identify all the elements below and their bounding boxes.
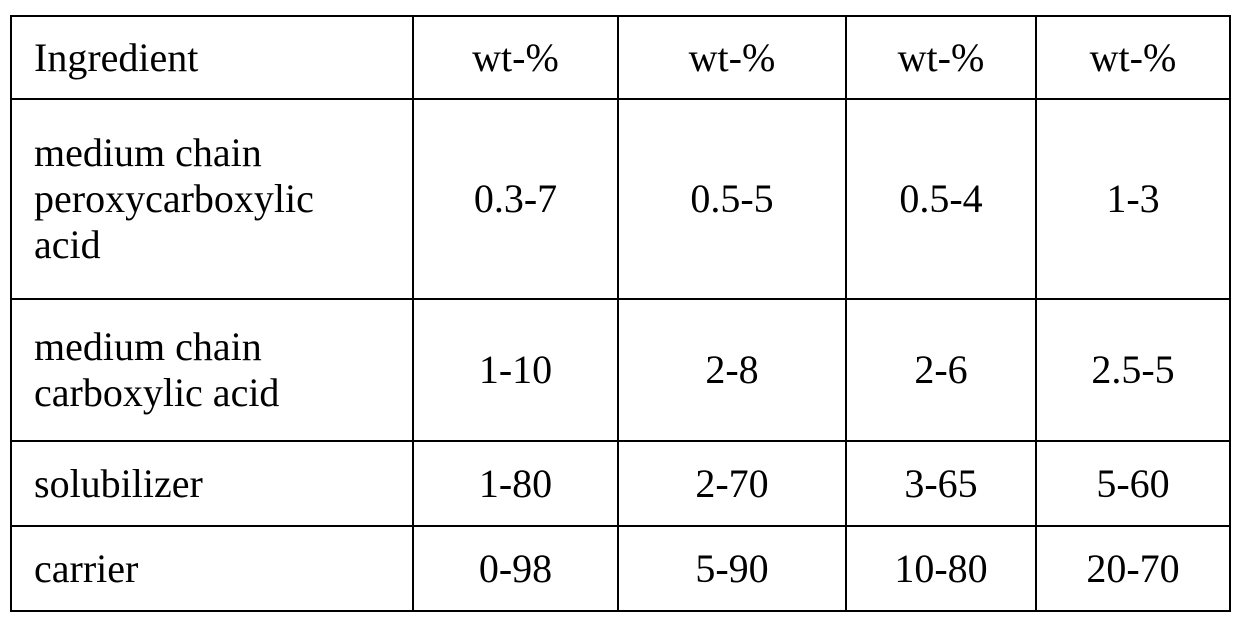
ingredient-line: acid [34,222,412,268]
ingredient-cell: medium chain carboxylic acid [11,299,413,441]
value-cell: 1-10 [413,299,618,441]
value-cell: 1-3 [1036,99,1230,299]
value-cell: 0.5-5 [618,99,846,299]
header-wt-percent-2: wt-% [618,16,846,99]
value-cell: 0.5-4 [846,99,1036,299]
ingredient-line: medium chain [34,130,412,176]
ingredient-line: carboxylic acid [34,370,412,416]
ingredient-cell: solubilizer [11,441,413,526]
ingredient-line: peroxycarboxylic [34,176,412,222]
value-cell: 20-70 [1036,526,1230,611]
value-cell: 5-90 [618,526,846,611]
table-row: solubilizer 1-80 2-70 3-65 5-60 [11,441,1230,526]
header-wt-percent-3: wt-% [846,16,1036,99]
ingredient-composition-table: Ingredient wt-% wt-% wt-% wt-% medium ch… [10,15,1231,612]
value-cell: 5-60 [1036,441,1230,526]
header-wt-percent-1: wt-% [413,16,618,99]
value-cell: 0.3-7 [413,99,618,299]
header-ingredient: Ingredient [11,16,413,99]
table-row: medium chain carboxylic acid 1-10 2-8 2-… [11,299,1230,441]
ingredient-cell: medium chain peroxycarboxylic acid [11,99,413,299]
ingredient-cell: carrier [11,526,413,611]
ingredient-line: medium chain [34,324,412,370]
table-row: medium chain peroxycarboxylic acid 0.3-7… [11,99,1230,299]
header-wt-percent-4: wt-% [1036,16,1230,99]
value-cell: 10-80 [846,526,1036,611]
table-header-row: Ingredient wt-% wt-% wt-% wt-% [11,16,1230,99]
value-cell: 2-70 [618,441,846,526]
value-cell: 0-98 [413,526,618,611]
value-cell: 2-6 [846,299,1036,441]
value-cell: 2.5-5 [1036,299,1230,441]
value-cell: 1-80 [413,441,618,526]
table-row: carrier 0-98 5-90 10-80 20-70 [11,526,1230,611]
value-cell: 2-8 [618,299,846,441]
value-cell: 3-65 [846,441,1036,526]
